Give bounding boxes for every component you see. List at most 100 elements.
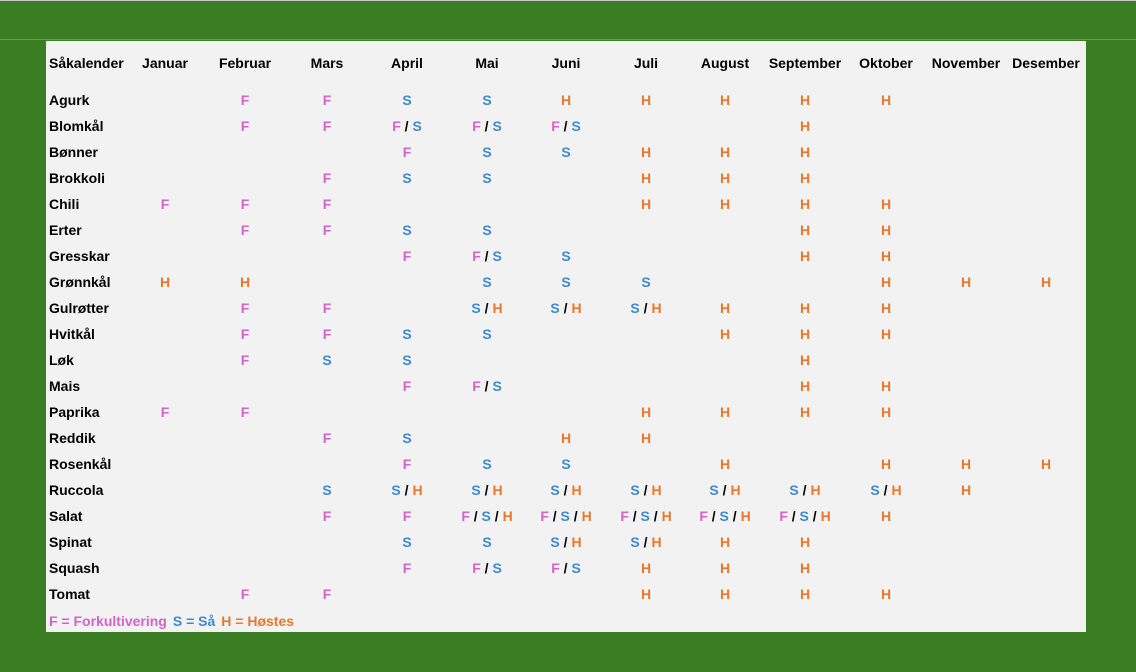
activity-h: H <box>719 326 731 342</box>
activity-s: S <box>492 248 502 264</box>
month-header-august: August <box>700 55 750 71</box>
activity-h: H <box>880 404 892 420</box>
activity-h: H <box>640 560 652 576</box>
calendar-cell: F <box>205 349 285 371</box>
calendar-cell: H <box>926 479 1006 501</box>
activity-h: H <box>880 508 892 524</box>
activity-h: H <box>719 300 731 316</box>
crop-name: Paprika <box>49 404 100 420</box>
calendar-title: Såkalender <box>49 55 124 71</box>
activity-f: F <box>551 118 560 134</box>
crop-name: Grønnkål <box>49 274 111 290</box>
calendar-cell: F / S / H <box>779 508 831 524</box>
crop-name: Gulrøtter <box>49 300 109 316</box>
activity-f: F <box>322 118 332 134</box>
activity-s: S <box>482 222 492 238</box>
activity-h: H <box>799 404 811 420</box>
activity-s: S <box>391 482 401 498</box>
calendar-cell: F <box>367 245 447 267</box>
calendar-cell: F <box>287 193 367 215</box>
calendar-cell: H <box>685 557 765 579</box>
activity-h: H <box>159 274 171 290</box>
activity-s: S <box>492 118 502 134</box>
activity-s: S <box>402 430 412 446</box>
calendar-cell: S <box>447 167 527 189</box>
calendar-cell: H <box>846 297 926 319</box>
calendar-cell: H <box>846 89 926 111</box>
legend-item-f: F = Forkultivering <box>49 613 167 629</box>
calendar-cell: H <box>846 245 926 267</box>
activity-s: S <box>561 144 571 160</box>
activity-s: S <box>550 482 560 498</box>
calendar-cell: H <box>765 115 845 137</box>
crop-name: Spinat <box>49 534 92 550</box>
calendar-cell: H <box>765 89 845 111</box>
calendar-cell: H <box>685 323 765 345</box>
activity-h: H <box>799 170 811 186</box>
activity-s: S <box>641 274 651 290</box>
calendar-cell: F / S / H <box>699 508 751 524</box>
calendar-cell: H <box>1006 453 1086 475</box>
activity-f: F <box>240 222 250 238</box>
activity-f: F <box>322 300 332 316</box>
calendar-cell: H <box>526 427 606 449</box>
calendar-cell: F <box>205 193 285 215</box>
calendar-cell: H <box>685 531 765 553</box>
calendar-cell: H <box>765 401 845 423</box>
activity-h: H <box>799 534 811 550</box>
activity-h: H <box>640 430 652 446</box>
calendar-cell: F / S <box>392 118 422 134</box>
activity-f: F <box>322 92 332 108</box>
activity-h: H <box>719 144 731 160</box>
month-header-september: September <box>768 55 842 71</box>
activity-s: S <box>482 92 492 108</box>
activity-s: S <box>571 118 581 134</box>
month-header-oktober: Oktober <box>859 55 913 71</box>
legend-item-s: S = Så <box>172 613 216 629</box>
calendar-cell: H <box>846 401 926 423</box>
activity-s: S <box>560 508 570 524</box>
activity-s: S <box>799 508 809 524</box>
activity-h: H <box>651 482 662 498</box>
activity-f: F <box>240 118 250 134</box>
calendar-cell: H <box>606 401 686 423</box>
activity-f: F <box>240 352 250 368</box>
activity-s: S <box>630 534 640 550</box>
activity-s: S <box>471 482 481 498</box>
activity-s: S <box>402 92 412 108</box>
activity-h: H <box>740 508 751 524</box>
calendar-cell: F <box>205 401 285 423</box>
calendar-cell: S <box>447 531 527 553</box>
crop-name: Ruccola <box>49 482 104 498</box>
activity-h: H <box>719 456 731 472</box>
calendar-cell: H <box>685 167 765 189</box>
calendar-cell: H <box>846 193 926 215</box>
activity-h: H <box>239 274 251 290</box>
calendar-cell: S / H <box>471 300 503 316</box>
activity-h: H <box>492 482 503 498</box>
calendar-cell: H <box>765 323 845 345</box>
calendar-cell: H <box>765 531 845 553</box>
crop-name: Hvitkål <box>49 326 95 342</box>
calendar-cell: S <box>367 427 447 449</box>
calendar-cell: S <box>447 219 527 241</box>
calendar-cell: H <box>526 89 606 111</box>
calendar-cell: S <box>526 245 606 267</box>
calendar-cell: F <box>287 297 367 319</box>
activity-h: H <box>799 196 811 212</box>
calendar-cell: H <box>765 583 845 605</box>
calendar-cell: H <box>846 453 926 475</box>
activity-h: H <box>880 92 892 108</box>
crop-name: Salat <box>49 508 83 524</box>
activity-s: S <box>550 300 560 316</box>
activity-h: H <box>492 300 503 316</box>
calendar-cell: H <box>765 219 845 241</box>
calendar-cell: H <box>846 219 926 241</box>
activity-s: S <box>630 300 640 316</box>
activity-s: S <box>492 560 502 576</box>
activity-h: H <box>640 196 652 212</box>
activity-s: S <box>630 482 640 498</box>
calendar-cell: S / H <box>471 482 503 498</box>
calendar-cell: F <box>287 219 367 241</box>
activity-f: F <box>402 378 412 394</box>
